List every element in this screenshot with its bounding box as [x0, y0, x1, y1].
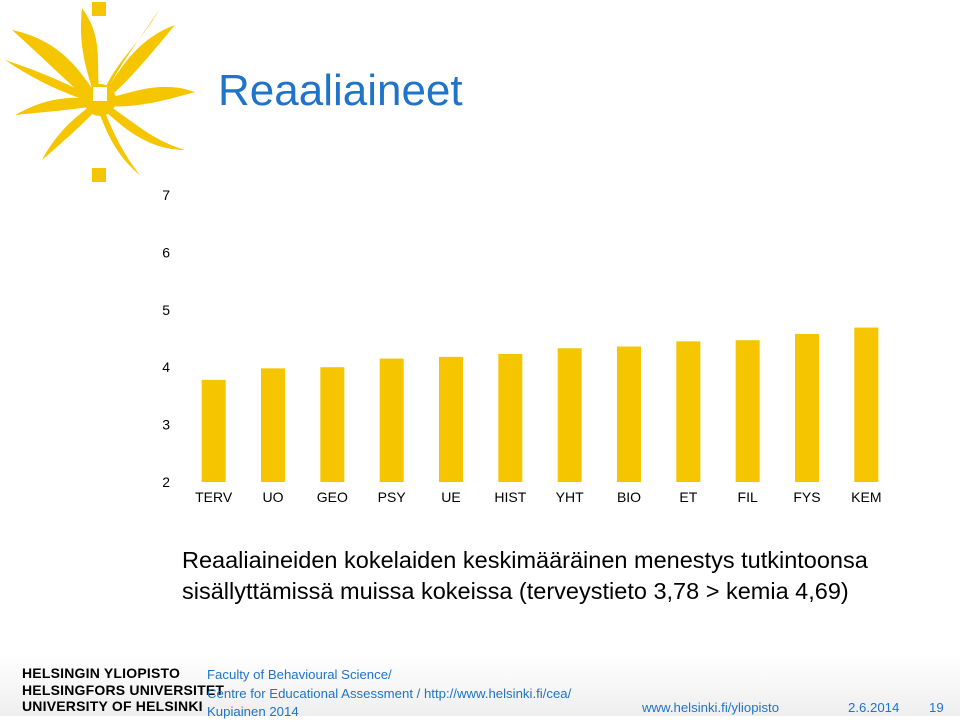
university-name-sv: HELSINGFORS UNIVERSITET: [22, 681, 225, 698]
x-axis: TERV UO GEO PSY UE HIST YHT BIO ET FIL FYS KEM: [195, 489, 881, 505]
bar-fys: [795, 333, 819, 482]
footer-band: [0, 655, 960, 716]
y-tick-label: 4: [162, 359, 170, 375]
bar-chart: 2 3 4 5 6 7 TERV UO GEO PSY UE HIST YHT BIO ET FIL FYS K…: [162, 187, 881, 505]
footer-page-number: 19: [929, 700, 944, 715]
bar-bio: [617, 346, 641, 482]
x-tick-label: ET: [679, 489, 697, 505]
x-tick-label: PSY: [378, 489, 407, 505]
footer-info: Faculty of Behavioural Science/ Centre f…: [207, 666, 571, 722]
bar-uo: [261, 368, 285, 482]
bar-hist: [498, 353, 523, 482]
bar-ue: [439, 356, 463, 482]
bar-psy: [379, 358, 404, 482]
university-names: HELSINGIN YLIOPISTO HELSINGFORS UNIVERSI…: [22, 665, 224, 715]
flame-logo-icon: [5, 2, 195, 182]
bar-series: [201, 327, 879, 482]
x-tick-label: FIL: [738, 489, 758, 505]
x-tick-label: GEO: [317, 489, 348, 505]
x-tick-label: UO: [263, 489, 284, 505]
y-tick-label: 2: [162, 474, 170, 490]
x-tick-label: UE: [441, 489, 460, 505]
x-tick-label: TERV: [195, 489, 233, 505]
bar-geo: [320, 367, 345, 482]
university-name-en: UNIVERSITY OF HELSINKI: [22, 698, 203, 714]
caption-line-1: Reaaliaineiden kokelaiden keskimääräinen…: [182, 547, 868, 573]
x-tick-label: FYS: [793, 489, 820, 505]
y-axis: 2 3 4 5 6 7: [162, 187, 170, 490]
y-tick-label: 6: [162, 244, 170, 260]
bar-et: [676, 341, 701, 482]
chart-caption: Reaaliaineiden kokelaiden keskimääräinen…: [182, 545, 868, 607]
slide-title: Reaaliaineet: [218, 66, 463, 115]
footer-faculty: Faculty of Behavioural Science/: [207, 667, 392, 682]
x-tick-label: HIST: [494, 489, 526, 505]
x-tick-label: KEM: [851, 489, 881, 505]
y-tick-label: 3: [162, 417, 170, 433]
footer-date: 2.6.2014: [848, 700, 900, 715]
bar-terv: [201, 379, 226, 482]
bar-yht: [557, 348, 582, 482]
university-name-fi: HELSINGIN YLIOPISTO: [22, 665, 181, 681]
bar-fil: [735, 340, 760, 482]
bar-kem: [854, 327, 879, 482]
x-tick-label: BIO: [617, 489, 641, 505]
footer-centre: Centre for Educational Assessment / http…: [207, 685, 572, 701]
x-tick-label: YHT: [556, 489, 584, 505]
caption-line-2: sisällyttämissä muissa kokeissa (terveys…: [182, 578, 849, 604]
footer-author: Kupiainen 2014: [207, 704, 299, 719]
y-tick-label: 5: [162, 302, 170, 318]
y-tick-label: 7: [162, 187, 170, 203]
footer-website-link[interactable]: www.helsinki.fi/yliopisto: [642, 700, 780, 715]
